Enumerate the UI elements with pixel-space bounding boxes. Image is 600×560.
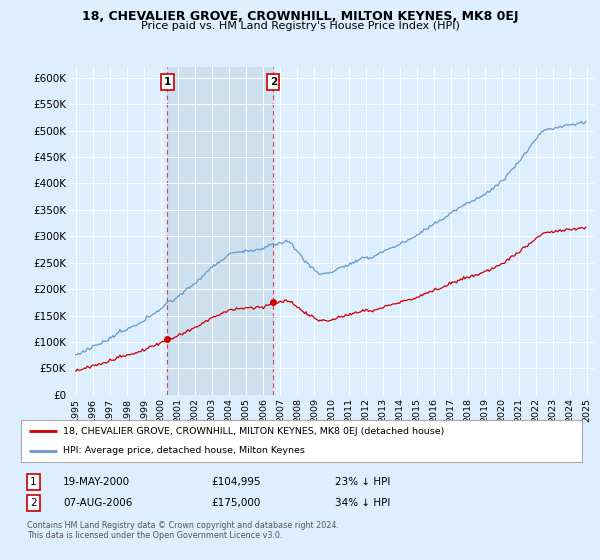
Text: 1: 1 <box>164 77 171 87</box>
Text: 2: 2 <box>269 77 277 87</box>
Text: £104,995: £104,995 <box>212 477 262 487</box>
Bar <box>167 67 273 395</box>
Text: 2: 2 <box>30 498 37 507</box>
Text: 07-AUG-2006: 07-AUG-2006 <box>63 498 133 507</box>
Text: Contains HM Land Registry data © Crown copyright and database right 2024.
This d: Contains HM Land Registry data © Crown c… <box>26 521 338 540</box>
Text: £175,000: £175,000 <box>212 498 261 507</box>
Text: Price paid vs. HM Land Registry's House Price Index (HPI): Price paid vs. HM Land Registry's House … <box>140 21 460 31</box>
Text: 18, CHEVALIER GROVE, CROWNHILL, MILTON KEYNES, MK8 0EJ (detached house): 18, CHEVALIER GROVE, CROWNHILL, MILTON K… <box>63 427 445 436</box>
Text: 34% ↓ HPI: 34% ↓ HPI <box>335 498 391 507</box>
Text: HPI: Average price, detached house, Milton Keynes: HPI: Average price, detached house, Milt… <box>63 446 305 455</box>
Text: 23% ↓ HPI: 23% ↓ HPI <box>335 477 391 487</box>
Text: 1: 1 <box>30 477 37 487</box>
Text: 19-MAY-2000: 19-MAY-2000 <box>63 477 130 487</box>
Text: 18, CHEVALIER GROVE, CROWNHILL, MILTON KEYNES, MK8 0EJ: 18, CHEVALIER GROVE, CROWNHILL, MILTON K… <box>82 10 518 22</box>
